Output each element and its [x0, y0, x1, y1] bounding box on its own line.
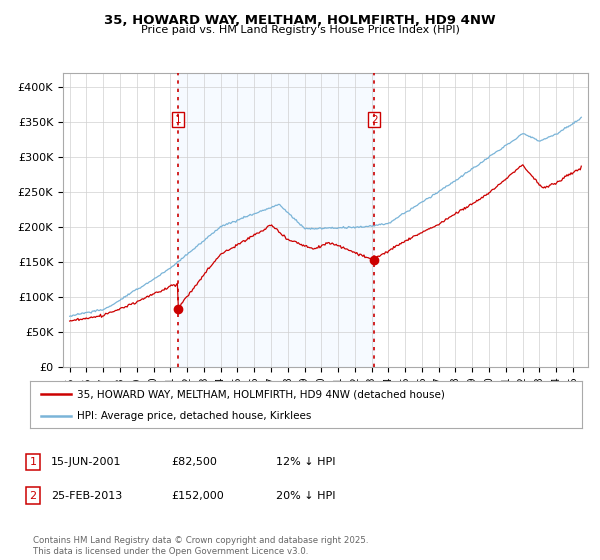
Text: 12% ↓ HPI: 12% ↓ HPI [276, 457, 335, 467]
Text: 2: 2 [29, 491, 37, 501]
Text: 2: 2 [371, 115, 377, 125]
Text: 1: 1 [29, 457, 37, 467]
Text: £152,000: £152,000 [171, 491, 224, 501]
Text: 1: 1 [175, 115, 181, 125]
Text: HPI: Average price, detached house, Kirklees: HPI: Average price, detached house, Kirk… [77, 411, 311, 421]
Text: Contains HM Land Registry data © Crown copyright and database right 2025.
This d: Contains HM Land Registry data © Crown c… [33, 536, 368, 556]
Text: Price paid vs. HM Land Registry's House Price Index (HPI): Price paid vs. HM Land Registry's House … [140, 25, 460, 35]
Text: 25-FEB-2013: 25-FEB-2013 [51, 491, 122, 501]
Text: 35, HOWARD WAY, MELTHAM, HOLMFIRTH, HD9 4NW: 35, HOWARD WAY, MELTHAM, HOLMFIRTH, HD9 … [104, 14, 496, 27]
Text: 15-JUN-2001: 15-JUN-2001 [51, 457, 121, 467]
Text: £82,500: £82,500 [171, 457, 217, 467]
Text: 20% ↓ HPI: 20% ↓ HPI [276, 491, 335, 501]
Bar [178, 73, 374, 367]
Text: 35, HOWARD WAY, MELTHAM, HOLMFIRTH, HD9 4NW (detached house): 35, HOWARD WAY, MELTHAM, HOLMFIRTH, HD9 … [77, 389, 445, 399]
